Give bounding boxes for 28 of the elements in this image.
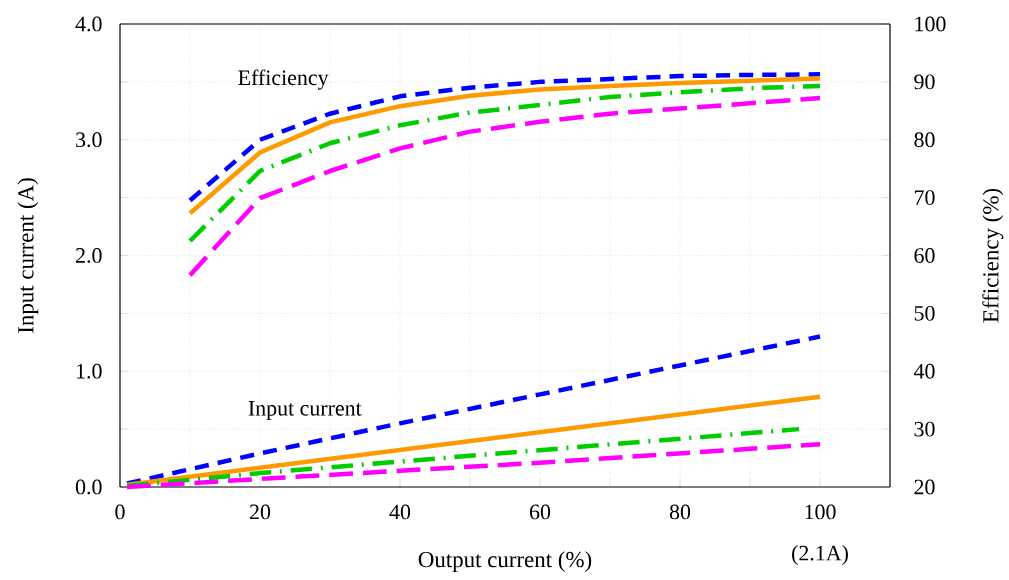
annotation: Input current	[248, 401, 362, 421]
y2-tick-label: 70	[914, 190, 935, 206]
x-tick-label: 100	[805, 504, 836, 520]
y-axis-title: Input current (A)	[17, 178, 39, 333]
y-tick-label: 3.0	[76, 132, 102, 148]
x-tick-label: 0	[115, 504, 125, 520]
line-series	[124, 441, 823, 490]
y-tick-label: 2.0	[76, 248, 102, 263]
text: (2.1A)	[792, 545, 848, 565]
x-tick-label: 80	[669, 504, 691, 520]
y2-tick-label: 90	[914, 74, 935, 90]
line-series	[187, 95, 823, 278]
y2-tick-label: 100	[915, 16, 946, 32]
y2-tick-label: 80	[914, 132, 935, 148]
y2-tick-label: 20	[914, 479, 935, 495]
y2-tick-label: 50	[914, 305, 935, 321]
x-tick-label: 40	[389, 504, 411, 520]
x-tick-label: 20	[250, 504, 271, 520]
y-tick-label: 0.0	[75, 479, 102, 495]
y2-tick-label: 40	[913, 363, 935, 379]
y2-tick-label: 30	[914, 421, 935, 437]
y-tick-label: 1.0	[77, 363, 102, 379]
y2-tick-label: 60	[914, 248, 935, 263]
x-axis-title: Output current (%)	[418, 551, 592, 572]
annotation: Efficiency	[238, 69, 329, 90]
x-tick-label: 60	[529, 504, 551, 520]
y2-axis-title: Efficiency (%)	[982, 188, 1004, 323]
y-tick-label: 4.0	[75, 16, 102, 32]
